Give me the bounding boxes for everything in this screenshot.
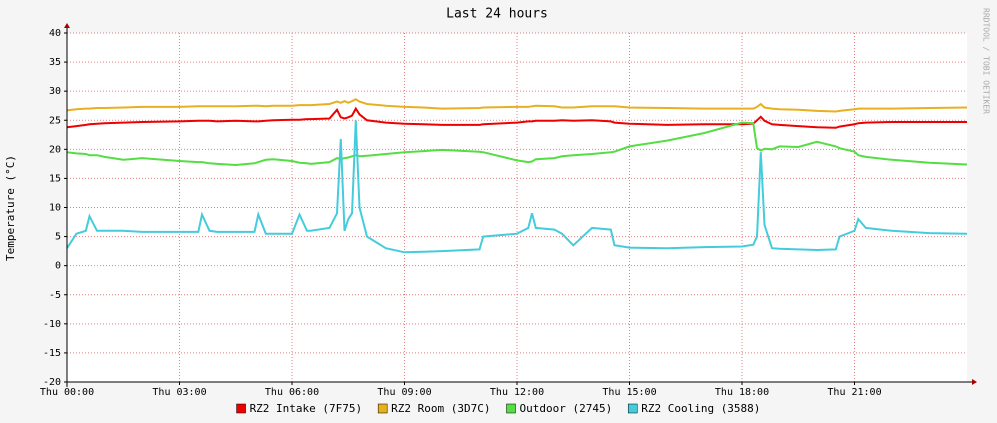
y-tick-label: 15: [49, 173, 61, 184]
x-tick-label: Thu 00:00: [40, 387, 94, 398]
axes: -20 -15 -10 -5 0 5 10 15 20 25 30 35 40 Thu 00:00 Thu …: [40, 23, 977, 398]
y-arrow: [64, 23, 70, 28]
x-tick-label: Thu 15:00: [602, 387, 656, 398]
y-tick-label: 30: [49, 86, 61, 97]
series-line: [66, 120, 968, 254]
y-axis-label: Temperature (°C): [4, 155, 17, 261]
y-tick-label: -10: [43, 319, 61, 330]
y-tick-label: 0: [55, 261, 61, 272]
x-tick-label: Thu 21:00: [827, 387, 881, 398]
y-tick-label: -5: [49, 290, 61, 301]
legend-label: RZ2 Cooling (3588): [641, 402, 760, 415]
legend-label: Outdoor (2745): [520, 402, 613, 415]
x-tick-label: Thu 12:00: [490, 387, 544, 398]
legend-label: RZ2 Room (3D7C): [391, 402, 490, 415]
x-tick-label: Thu 03:00: [152, 387, 206, 398]
x-arrow: [972, 379, 977, 385]
y-tick-label: 25: [49, 115, 61, 126]
chart-title: Last 24 hours: [446, 7, 548, 22]
x-tick-label: Thu 06:00: [265, 387, 319, 398]
legend-swatch: [377, 403, 388, 414]
y-tick-label: 10: [49, 203, 61, 214]
legend: RZ2 Intake (7F75) RZ2 Room (3D7C) Outdoor …: [236, 402, 760, 415]
lines: [66, 98, 968, 254]
series-line: [66, 106, 967, 129]
series-line: [66, 98, 968, 113]
y-tick-label: -20: [43, 377, 61, 388]
y-tick-label: 20: [49, 144, 61, 155]
y-tick-label: 40: [49, 28, 61, 39]
legend-swatch: [627, 403, 638, 414]
legend-swatch: [506, 403, 516, 414]
y-tick-label: 35: [49, 57, 61, 68]
series-line: [66, 121, 968, 167]
legend-label: RZ2 Intake (7F75): [250, 402, 363, 415]
grid: [66, 32, 967, 383]
x-tick-label: Thu 09:00: [377, 387, 431, 398]
y-tick-label: -15: [43, 348, 61, 359]
watermark: RRDTOOL / TOBI OETIKER: [982, 8, 991, 114]
x-tick-label: Thu 18:00: [715, 387, 769, 398]
legend-swatch: [236, 403, 246, 414]
y-tick-label: 5: [55, 232, 61, 243]
